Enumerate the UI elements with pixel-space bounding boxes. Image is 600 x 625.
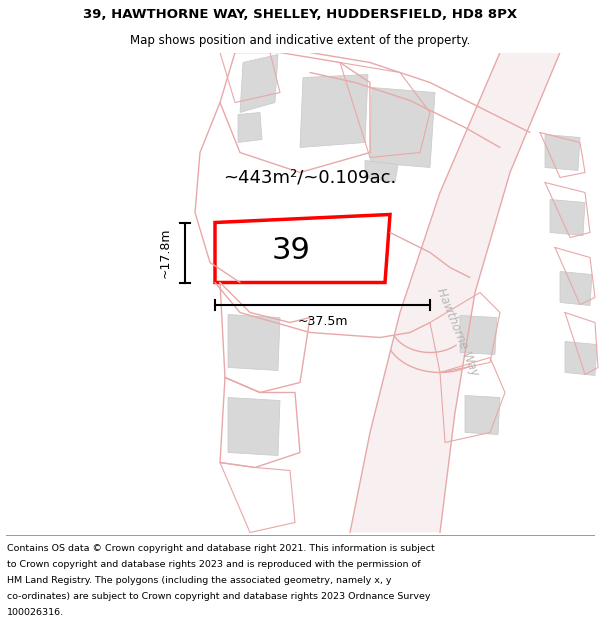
Polygon shape — [545, 134, 580, 171]
Text: to Crown copyright and database rights 2023 and is reproduced with the permissio: to Crown copyright and database rights 2… — [7, 560, 421, 569]
Polygon shape — [240, 54, 278, 112]
Text: ~17.8m: ~17.8m — [158, 228, 172, 278]
Text: ~443m²/~0.109ac.: ~443m²/~0.109ac. — [223, 169, 397, 186]
Text: HM Land Registry. The polygons (including the associated geometry, namely x, y: HM Land Registry. The polygons (includin… — [7, 576, 392, 585]
Polygon shape — [565, 341, 597, 376]
Text: Hawthorne Way: Hawthorne Way — [434, 287, 482, 378]
Polygon shape — [365, 161, 398, 182]
Text: Map shows position and indicative extent of the property.: Map shows position and indicative extent… — [130, 34, 470, 48]
Text: 100026316.: 100026316. — [7, 608, 64, 618]
Text: co-ordinates) are subject to Crown copyright and database rights 2023 Ordnance S: co-ordinates) are subject to Crown copyr… — [7, 592, 431, 601]
Text: 39, HAWTHORNE WAY, SHELLEY, HUDDERSFIELD, HD8 8PX: 39, HAWTHORNE WAY, SHELLEY, HUDDERSFIELD… — [83, 8, 517, 21]
Polygon shape — [228, 398, 280, 456]
Polygon shape — [550, 199, 585, 236]
Text: Contains OS data © Crown copyright and database right 2021. This information is : Contains OS data © Crown copyright and d… — [7, 544, 435, 552]
Polygon shape — [300, 74, 368, 148]
Polygon shape — [465, 396, 500, 434]
Polygon shape — [560, 271, 592, 306]
Polygon shape — [460, 316, 497, 354]
Text: ~37.5m: ~37.5m — [297, 315, 348, 328]
Polygon shape — [370, 88, 435, 168]
Polygon shape — [350, 52, 560, 532]
Text: 39: 39 — [272, 236, 311, 265]
Polygon shape — [238, 112, 262, 142]
Polygon shape — [228, 314, 280, 371]
